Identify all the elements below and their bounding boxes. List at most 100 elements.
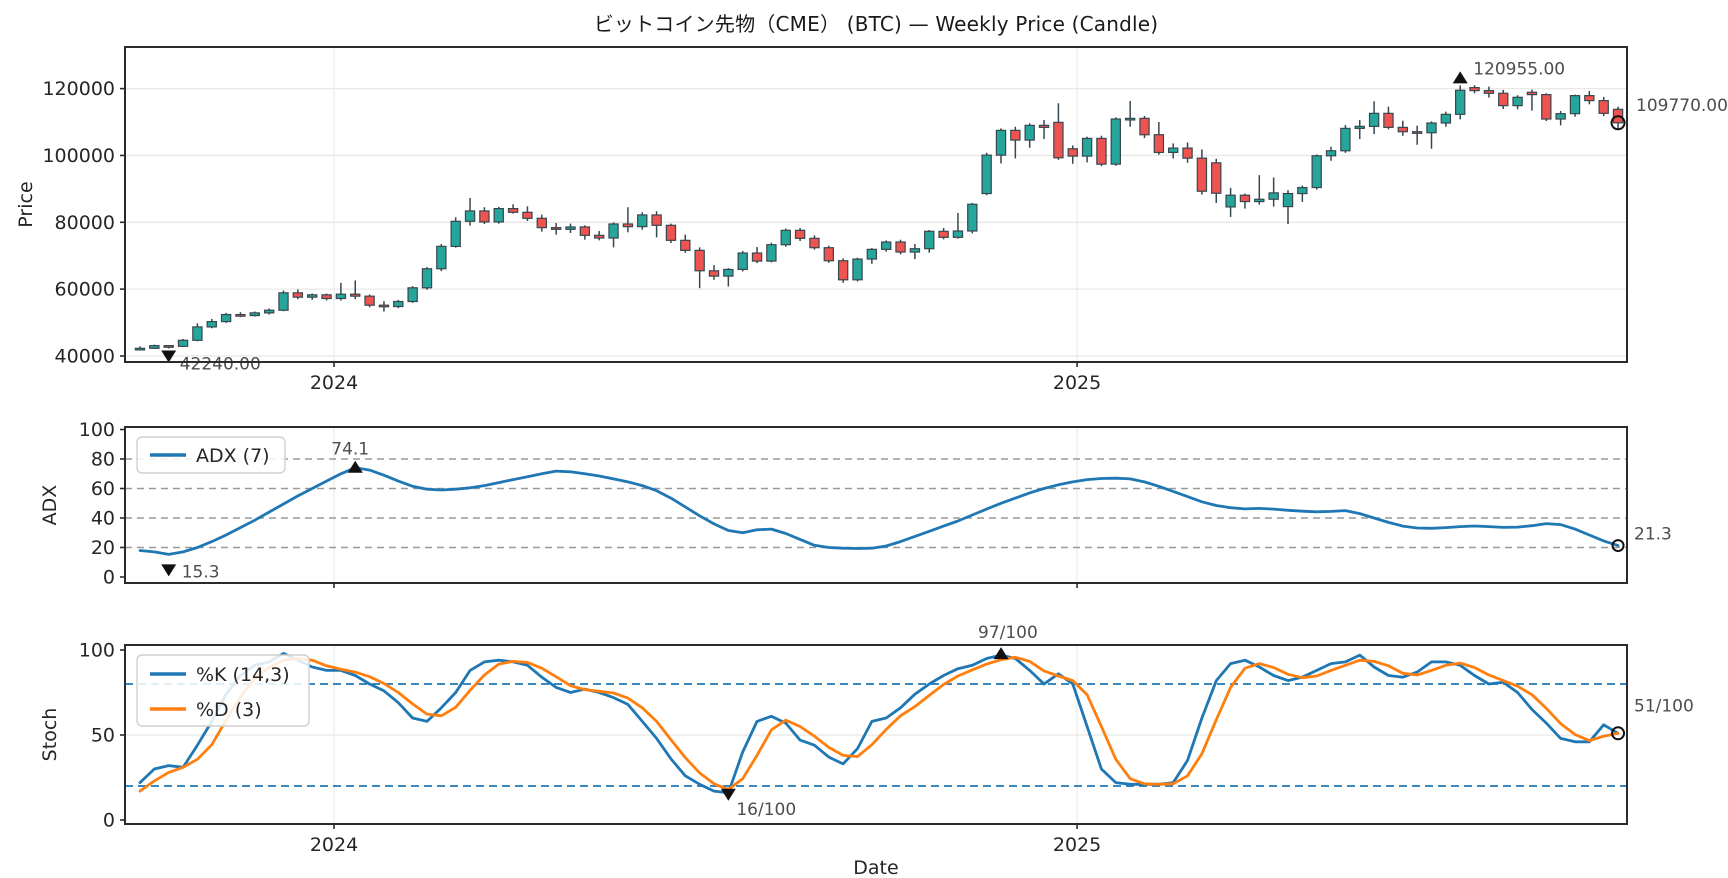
candle-body xyxy=(1110,118,1121,165)
candle-body xyxy=(1397,126,1408,133)
candle-body xyxy=(350,293,361,297)
candle-body xyxy=(307,294,318,298)
candle-body xyxy=(952,230,964,238)
candle-body xyxy=(493,207,504,223)
price-panel-border xyxy=(124,46,1628,363)
candle-body xyxy=(134,347,146,351)
stoch-max-annotation: 97/100 xyxy=(978,623,1038,643)
candle-body xyxy=(1268,192,1279,200)
candle-body xyxy=(364,295,375,306)
candle-body xyxy=(220,313,232,323)
chart-title: ビットコイン先物（CME） (BTC) — Weekly Price (Cand… xyxy=(593,12,1159,36)
candle-body xyxy=(866,248,878,260)
stoch-y-tick-label: 0 xyxy=(103,810,115,832)
adx-min-marker xyxy=(161,564,177,577)
candle-body xyxy=(507,207,519,213)
candle-body xyxy=(680,239,691,251)
stoch-legend-d-label: %D (3) xyxy=(196,699,262,721)
candle-body xyxy=(1598,100,1609,114)
candle-body xyxy=(436,245,447,270)
candle-body xyxy=(464,210,476,222)
candle-body xyxy=(751,252,763,262)
price-y-tick-label: 60000 xyxy=(55,279,115,301)
candle-body xyxy=(608,223,619,239)
candle-body xyxy=(880,241,892,250)
candle-body xyxy=(1211,162,1222,194)
candle-body xyxy=(1311,155,1322,189)
adx-legend-label: ADX (7) xyxy=(196,445,270,467)
candle-body xyxy=(1139,117,1150,136)
adx-line xyxy=(138,466,1620,556)
candle-body xyxy=(909,248,921,253)
adx-y-tick-label: 0 xyxy=(103,567,115,589)
candle-body xyxy=(536,217,548,229)
candle-body xyxy=(1254,198,1265,203)
stoch-max-marker xyxy=(993,647,1009,660)
candle-body xyxy=(565,226,576,230)
candle-body xyxy=(694,249,705,272)
candle-body xyxy=(550,227,562,230)
price-last-marker xyxy=(1610,115,1626,131)
candle-body xyxy=(1569,95,1581,115)
stoch-y-tick-label: 50 xyxy=(91,725,115,747)
candle-body xyxy=(421,268,433,289)
candle-body xyxy=(1555,113,1566,120)
candle-body xyxy=(737,252,748,271)
candle-body xyxy=(1024,124,1035,141)
candle-body xyxy=(637,214,648,228)
candle-body xyxy=(1411,131,1423,134)
candle-body xyxy=(938,230,949,238)
candle-body xyxy=(1196,157,1208,192)
adx-last-annotation: 21.3 xyxy=(1634,525,1672,545)
candle-body xyxy=(981,154,992,195)
candle-body xyxy=(579,226,591,236)
stoch-k-line xyxy=(138,652,1620,795)
candle-body xyxy=(723,268,734,277)
candle-body xyxy=(235,313,246,317)
candle-body xyxy=(177,339,189,347)
price-axis-label: Price xyxy=(15,181,37,227)
candle-body xyxy=(651,214,662,226)
price-low-annotation: 42240.00 xyxy=(180,355,261,375)
adx-max-annotation: 74.1 xyxy=(331,440,369,460)
candle-body xyxy=(1541,94,1552,120)
adx-y-tick-label: 100 xyxy=(79,419,115,441)
stoch-min-marker xyxy=(720,788,736,801)
price-high-annotation: 120955.00 xyxy=(1473,59,1565,79)
price-low-marker xyxy=(161,350,177,363)
adx-y-tick-label: 60 xyxy=(91,478,115,500)
stoch-min-annotation: 16/100 xyxy=(736,800,796,820)
adx-y-tick-label: 20 xyxy=(91,537,115,559)
candle-body xyxy=(967,203,978,232)
candle-body xyxy=(1498,92,1509,107)
candle-body xyxy=(1584,95,1595,102)
candle-body xyxy=(924,230,935,250)
stoch-axis-label: Stoch xyxy=(39,708,61,762)
candle-body xyxy=(292,292,304,298)
stoch-legend-k-label: %K (14,3) xyxy=(196,664,290,686)
adx-y-tick-label: 40 xyxy=(91,508,115,530)
adx-axis-label: ADX xyxy=(39,485,61,526)
candle-body xyxy=(479,210,490,223)
price-y-tick-label: 120000 xyxy=(42,78,115,100)
candle-body xyxy=(622,223,634,228)
candle-body xyxy=(1526,91,1538,96)
candle-body xyxy=(1454,89,1466,115)
candle-body xyxy=(450,220,461,247)
candle-body xyxy=(995,129,1007,156)
candle-body xyxy=(1325,150,1337,157)
candle-body xyxy=(263,309,275,314)
candle-body xyxy=(1153,134,1165,154)
candle-body xyxy=(378,304,390,308)
price-high-marker xyxy=(1452,71,1468,84)
price-y-tick-label: 80000 xyxy=(55,212,115,234)
candle-body xyxy=(1167,147,1179,154)
adx-legend-box xyxy=(136,436,286,474)
candle-body xyxy=(708,270,720,277)
stoch-last-marker xyxy=(1611,726,1626,741)
candle-body xyxy=(1096,137,1107,165)
candle-body xyxy=(1010,129,1021,141)
candle-body xyxy=(1124,117,1136,121)
candle-body xyxy=(335,293,347,300)
price-last-annotation: 109770.00 xyxy=(1636,96,1728,116)
